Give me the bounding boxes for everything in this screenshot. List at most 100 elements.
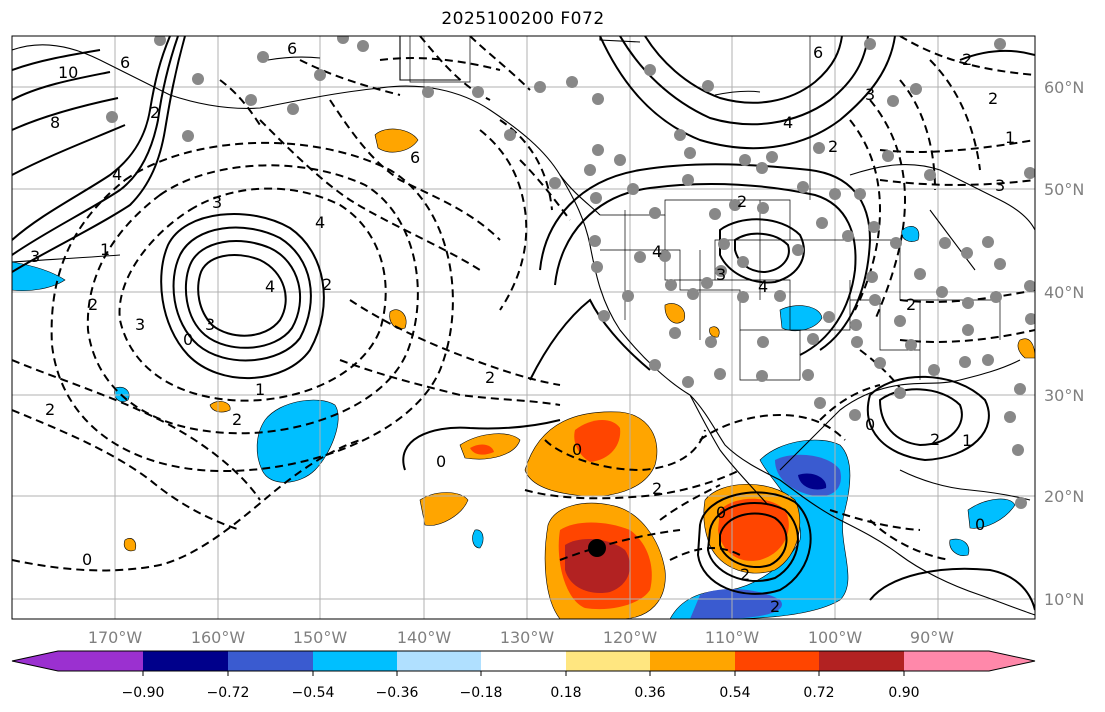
lon-label: 110°W [705, 628, 760, 647]
contour-label: 4 [315, 213, 325, 232]
contour-0-pac [402, 419, 561, 471]
shade-blue-carib [967, 498, 1016, 529]
contour-label: 2 [988, 89, 998, 108]
colorbar-tick-label: 0.90 [888, 685, 919, 701]
contour-gulf-2 [866, 375, 990, 462]
contour-low-center-4 [160, 213, 325, 380]
lon-label: 140°W [397, 628, 452, 647]
shade-red-baja [574, 419, 621, 462]
contour-label: 10 [58, 63, 78, 82]
colorbar-bin [481, 651, 566, 671]
contour-label: 0 [865, 415, 875, 434]
contour-west-4 [12, 124, 126, 176]
black-marker [588, 539, 606, 557]
colorbar-bin [397, 651, 481, 671]
contour-label: 2 [770, 597, 780, 616]
contour-label: 6 [120, 53, 130, 72]
contour-label: 8 [50, 113, 60, 132]
colorbar-extend-high [989, 651, 1035, 671]
lat-label: 20°N [1044, 487, 1084, 506]
colorbar-outline [11, 650, 1036, 672]
shade-orange-fl [1017, 338, 1035, 359]
contour-label: 1 [255, 380, 265, 399]
lon-label: 150°W [293, 628, 348, 647]
contour-label: 2 [652, 479, 662, 498]
shade-orange-ca [664, 303, 686, 324]
contour-low-center-2 [184, 240, 302, 349]
contour-label: 2 [88, 295, 98, 314]
contour-label: 2 [740, 565, 750, 584]
colorbar-bin [650, 651, 735, 671]
colorbar-bin [143, 651, 228, 671]
contour-label: 3 [30, 247, 40, 266]
lon-label: 160°W [191, 628, 246, 647]
longitude-labels: 170°W 160°W 150°W 140°W 130°W 120°W 110°… [88, 628, 954, 647]
contour-label: 3 [716, 265, 726, 284]
contour-label: 0 [82, 550, 92, 569]
contour-label: 4 [652, 242, 662, 261]
colorbar-tick-label: 0.18 [550, 685, 581, 701]
contour-tc-2 [706, 502, 799, 583]
contour-long-2 [12, 36, 179, 256]
shade-orange-3 [419, 492, 469, 526]
shade-blue-2 [12, 261, 66, 291]
lon-label: 170°W [88, 628, 143, 647]
contour-label: 2 [485, 368, 495, 387]
contour-label: 2 [906, 295, 916, 314]
contour-west-2 [12, 71, 111, 101]
shade-navy-gulf [798, 473, 827, 490]
contour-label: 2 [962, 50, 972, 69]
shade-darkblue-south [690, 588, 782, 619]
map-frame [11, 35, 1036, 620]
contour-gulf-1 [878, 388, 963, 447]
colorbar-tick-label: −0.18 [460, 685, 503, 701]
contour-long-1 [12, 36, 171, 241]
contour-label: 3 [205, 315, 215, 334]
station-dots [106, 36, 1035, 509]
contour-label: 2 [45, 400, 55, 419]
colorbar-tick-label: 0.72 [803, 685, 834, 701]
colorbar-tick-label: −0.54 [292, 685, 335, 701]
contour-tc-1 [719, 512, 788, 569]
contour-labels: 6 10 8 6 2 4 1 3 2 6 4 4 3 2 0 3 3 2 1 2… [30, 39, 1015, 616]
shade-orange-pac [389, 309, 407, 330]
contour-label: 6 [813, 43, 823, 62]
shade-red-tc [718, 498, 789, 561]
contour-label: 2 [737, 192, 747, 211]
shade-darkred-epac [565, 538, 630, 594]
contour-label: 0 [716, 503, 726, 522]
lon-label: 120°W [603, 628, 658, 647]
contour-label: 4 [265, 277, 275, 296]
shade-blue-cam [949, 538, 970, 556]
colorbar-bin [566, 651, 650, 671]
lon-label: 130°W [500, 628, 555, 647]
colorbar-bin [819, 651, 904, 671]
contour-west-3 [12, 97, 119, 131]
contour-label: 3 [995, 176, 1005, 195]
colorbar-tick-label: −0.90 [122, 685, 165, 701]
shade-blue-1 [256, 399, 339, 483]
contour-label: 6 [287, 39, 297, 58]
contour-na-1 [599, 36, 896, 150]
contour-na-2 [619, 36, 869, 126]
contour-west-1 [12, 49, 101, 71]
colorbar-tick-label: −0.36 [376, 685, 419, 701]
contour-label: 2 [150, 103, 160, 122]
map-title: 2025100200 F072 [441, 9, 605, 29]
contour-label: 2 [828, 137, 838, 156]
map-background [12, 36, 1035, 619]
contour-long-3 [12, 36, 186, 273]
solid-contours [12, 36, 1035, 611]
colorbar-bin [228, 651, 313, 671]
contour-label: 1 [962, 431, 972, 450]
colorbar-bin [313, 651, 397, 671]
colorbar-extend-low [12, 651, 58, 671]
contour-south-1 [869, 567, 1035, 611]
colorbar-tick-label: 0.36 [634, 685, 665, 701]
contour-label: 0 [975, 515, 985, 534]
contour-label: 4 [112, 165, 122, 184]
shade-red-2 [470, 444, 494, 455]
contour-na-6 [719, 218, 805, 284]
lat-label: 40°N [1044, 283, 1084, 302]
